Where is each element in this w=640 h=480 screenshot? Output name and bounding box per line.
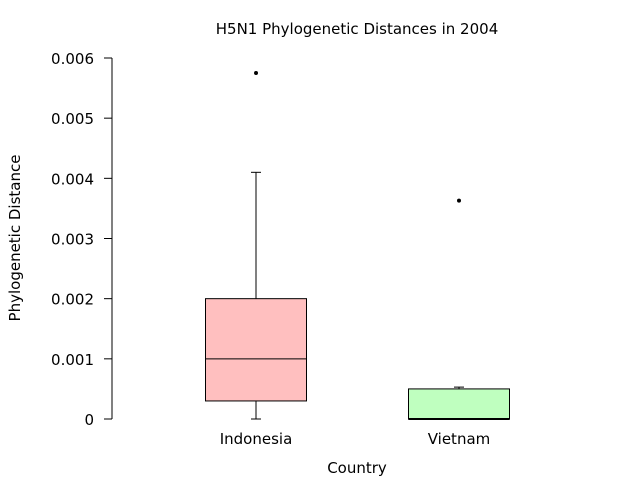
y-tick-label: 0.001 [51, 351, 94, 369]
y-axis-label: Phylogenetic Distance [6, 155, 24, 322]
y-tick-label: 0.006 [51, 50, 94, 68]
box-series [205, 71, 510, 420]
x-axis-label: Country [327, 459, 387, 477]
box-iqr [408, 388, 510, 420]
box-vietnam [408, 198, 510, 420]
x-tick-label: Indonesia [220, 430, 293, 448]
y-tick-label: 0.005 [51, 110, 94, 128]
x-axis-tick-labels: Indonesia Vietnam [220, 430, 491, 448]
outlier-point [254, 71, 258, 76]
y-tick-label: 0.003 [51, 231, 94, 249]
y-tick-label: 0 [84, 411, 94, 429]
outlier-point [457, 198, 461, 203]
x-tick-label: Vietnam [428, 430, 491, 448]
y-axis-ticks: 0 0.001 0.002 0.003 0.004 0.005 0.006 [51, 50, 112, 429]
box-indonesia [205, 71, 307, 420]
y-tick-label: 0.002 [51, 291, 94, 309]
y-tick-label: 0.004 [51, 170, 94, 188]
box-iqr [205, 298, 307, 402]
chart-title: H5N1 Phylogenetic Distances in 2004 [216, 20, 498, 38]
